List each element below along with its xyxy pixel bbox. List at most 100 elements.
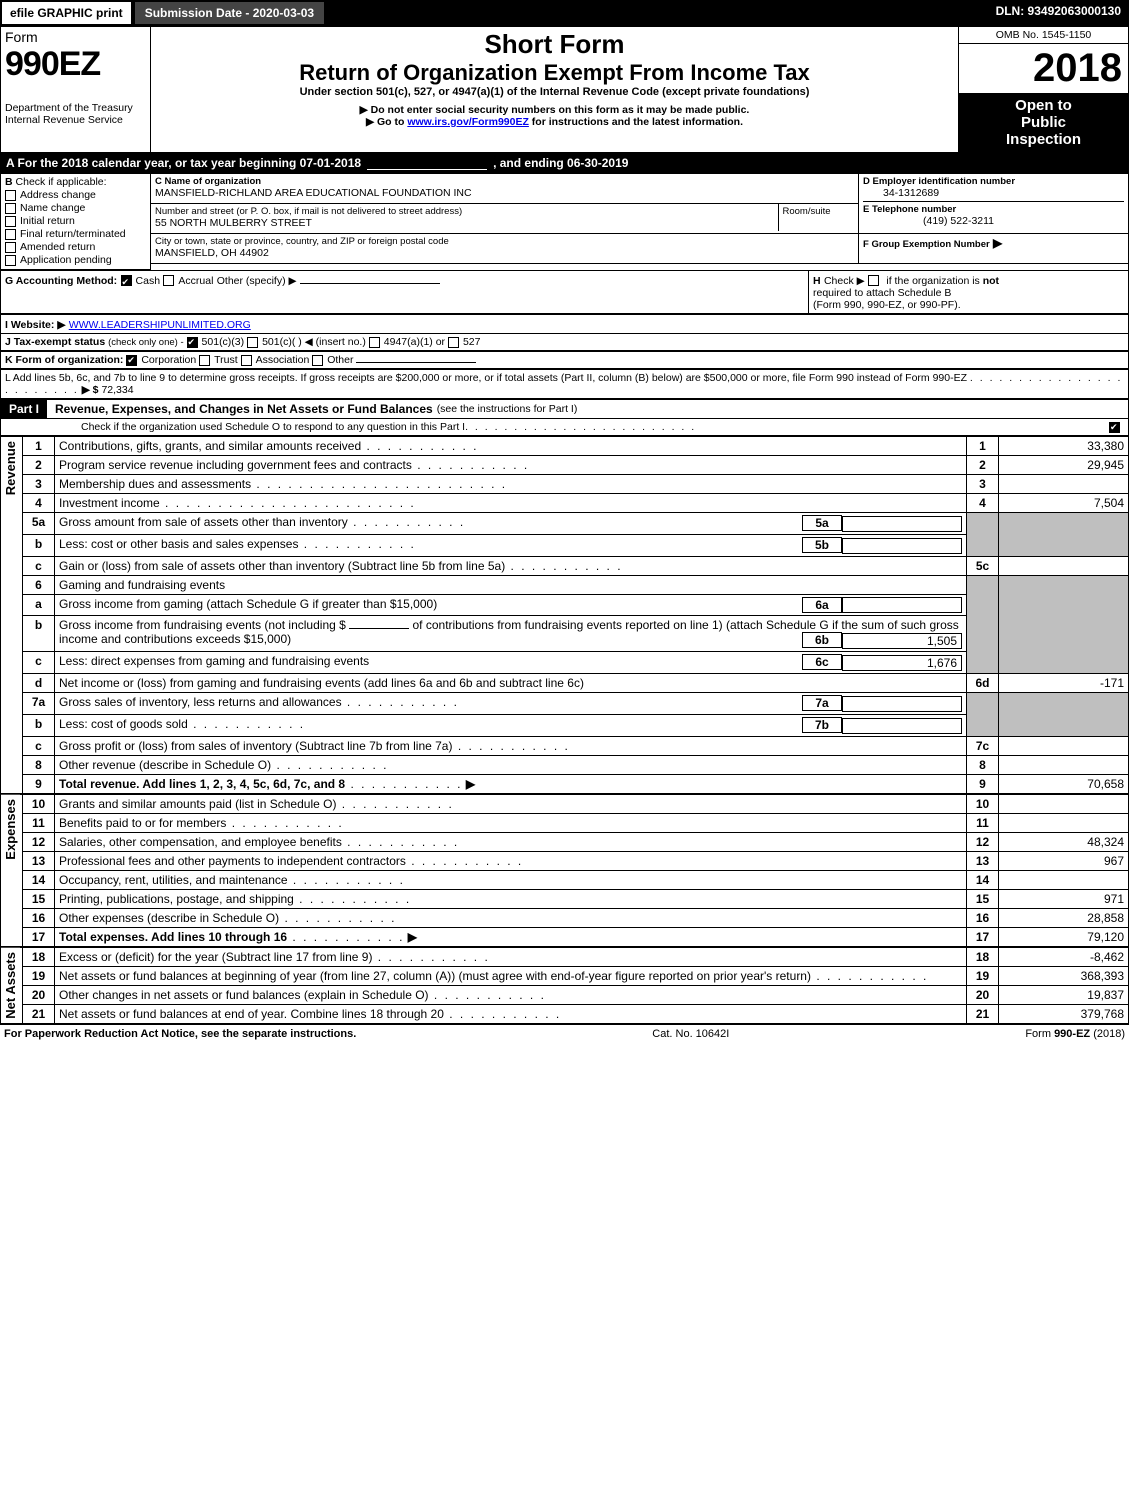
line-7b-boxval — [842, 718, 962, 734]
line-10-dots — [336, 797, 453, 811]
chk-name-change[interactable] — [5, 203, 16, 214]
grey-6 — [967, 575, 999, 673]
grey-5ab-v — [999, 513, 1129, 557]
line-17-desc: Total expenses. Add lines 10 through 16 — [59, 930, 287, 944]
line-15-key: 15 — [967, 889, 999, 908]
line-5a-box: 5a — [802, 515, 842, 531]
line-6b-boxval: 1,505 — [842, 633, 962, 649]
net-assets-section-label: Net Assets — [1, 948, 20, 1023]
box-j-note: (check only one) - — [108, 337, 184, 348]
box-l-text: L Add lines 5b, 6c, and 7b to line 9 to … — [5, 372, 967, 384]
chk-final-return[interactable] — [5, 229, 16, 240]
line-7b-desc: Less: cost of goods sold — [59, 717, 188, 731]
website-link[interactable]: WWW.LEADERSHIPUNLIMITED.ORG — [69, 319, 251, 331]
chk-part1-scho[interactable] — [1109, 422, 1120, 433]
lbl-name-change: Name change — [20, 202, 85, 214]
line-2-key: 2 — [967, 456, 999, 475]
line-8-val — [999, 755, 1129, 774]
line-12-desc: Salaries, other compensation, and employ… — [59, 835, 342, 849]
chk-address-change[interactable] — [5, 190, 16, 201]
line-7b-box: 7b — [802, 717, 842, 733]
lbl-other-specify: Other (specify) ▶ — [217, 275, 297, 287]
line-13-key: 13 — [967, 851, 999, 870]
line-20-desc: Other changes in net assets or fund bala… — [59, 988, 429, 1002]
chk-trust[interactable] — [199, 355, 210, 366]
line-18-key: 18 — [967, 947, 999, 967]
line-3-dots — [251, 477, 507, 491]
line-13-desc: Professional fees and other payments to … — [59, 854, 406, 868]
line-16-desc: Other expenses (describe in Schedule O) — [59, 911, 279, 925]
line-15-val: 971 — [999, 889, 1129, 908]
chk-501c[interactable] — [247, 337, 258, 348]
lbl-4947: 4947(a)(1) or — [384, 336, 445, 348]
line-8-dots — [271, 758, 388, 772]
line-20-dots — [429, 988, 546, 1002]
line-6a-box: 6a — [802, 597, 842, 613]
line-5c-num: c — [23, 556, 55, 575]
part1-check-line: Check if the organization used Schedule … — [81, 421, 465, 433]
chk-application-pending[interactable] — [5, 255, 16, 266]
chk-527[interactable] — [448, 337, 459, 348]
top-bar: efile GRAPHIC print Submission Date - 20… — [0, 0, 1129, 26]
line-7c-dots — [452, 739, 569, 753]
line-1-desc: Contributions, gifts, grants, and simila… — [59, 439, 361, 453]
line-11-val — [999, 813, 1129, 832]
chk-amended-return[interactable] — [5, 242, 16, 253]
line-4-val: 7,504 — [999, 494, 1129, 513]
line-6b-blank — [349, 628, 409, 629]
lbl-corp: Corporation — [141, 354, 196, 366]
org-info-table: B Check if applicable: Address change Na… — [0, 173, 1129, 270]
line-17-num: 17 — [23, 927, 55, 947]
open-public-box: Open to Public Inspection — [959, 93, 1128, 152]
chk-assoc[interactable] — [241, 355, 252, 366]
chk-cash[interactable] — [121, 275, 132, 286]
box-f-arrow: ▶ — [993, 236, 1002, 250]
line-14-dots — [288, 873, 405, 887]
line-9-num: 9 — [23, 774, 55, 794]
gh-table: G Accounting Method: Cash Accrual Other … — [0, 270, 1129, 314]
line-9-arrow: ▶ — [466, 777, 475, 791]
city-value: MANSFIELD, OH 44902 — [155, 247, 854, 259]
box-h-t3: required to attach Schedule B — [813, 287, 1124, 299]
grey-7-v — [999, 693, 1129, 737]
l-table: L Add lines 5b, 6c, and 7b to line 9 to … — [0, 369, 1129, 399]
box-h-label: H — [813, 275, 821, 287]
chk-corp[interactable] — [126, 355, 137, 366]
dln-label: DLN: 93492063000130 — [988, 0, 1129, 26]
line-6c-num: c — [23, 652, 55, 674]
line-1-num: 1 — [23, 437, 55, 456]
footer-right-pre: Form — [1025, 1028, 1054, 1040]
goto-post: for instructions and the latest informat… — [529, 116, 743, 128]
lbl-501c: 501(c)( ) ◀ (insert no.) — [262, 336, 366, 348]
chk-4947[interactable] — [369, 337, 380, 348]
chk-501c3[interactable] — [187, 337, 198, 348]
part1-check-dots — [465, 421, 696, 433]
other-method-line — [300, 283, 440, 284]
chk-accrual[interactable] — [163, 275, 174, 286]
line-6a-desc: Gross income from gaming (attach Schedul… — [59, 597, 437, 611]
chk-initial-return[interactable] — [5, 216, 16, 227]
line-16-val: 28,858 — [999, 908, 1129, 927]
line-2-val: 29,945 — [999, 456, 1129, 475]
form-word: Form — [5, 29, 146, 45]
line-19-num: 19 — [23, 966, 55, 985]
box-b-heading: Check if applicable: — [16, 176, 107, 188]
line-4-dots — [160, 496, 416, 510]
k-table: K Form of organization: Corporation Trus… — [0, 351, 1129, 369]
line-7a-boxval — [842, 696, 962, 712]
inspection-label: Inspection — [963, 131, 1124, 148]
lbl-korg-other: Other — [327, 354, 353, 366]
irs-link[interactable]: www.irs.gov/Form990EZ — [407, 116, 529, 128]
chk-korg-other[interactable] — [312, 355, 323, 366]
line-6-desc: Gaming and fundraising events — [55, 575, 967, 594]
line-12-key: 12 — [967, 832, 999, 851]
line-6d-desc: Net income or (loss) from gaming and fun… — [59, 676, 584, 690]
line-20-key: 20 — [967, 985, 999, 1004]
line-17-arrow: ▶ — [408, 930, 417, 944]
goto-pre: ▶ Go to — [366, 116, 407, 128]
line-5c-val — [999, 556, 1129, 575]
line-18-desc: Excess or (deficit) for the year (Subtra… — [59, 950, 372, 964]
lbl-501c3: 501(c)(3) — [202, 336, 245, 348]
chk-schedule-b[interactable] — [868, 275, 879, 286]
line-5b-boxval — [842, 538, 962, 554]
